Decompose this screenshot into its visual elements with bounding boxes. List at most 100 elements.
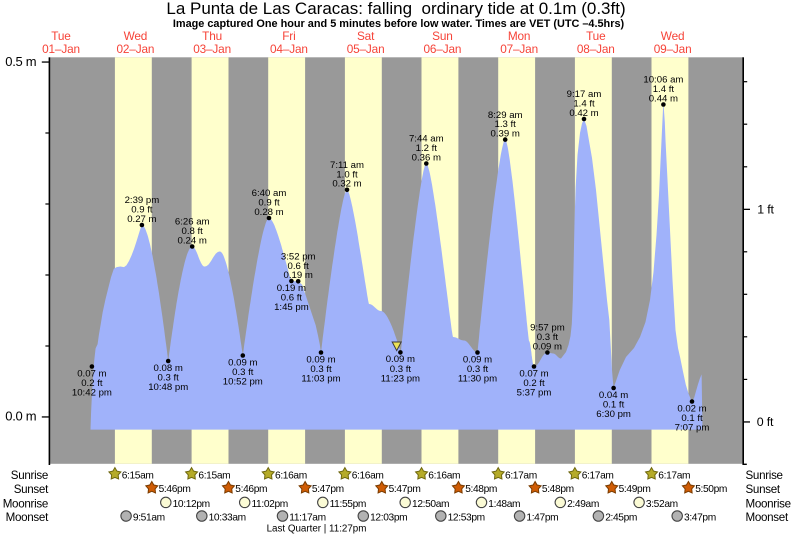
svg-text:La Punta de Las Caracas: falli: La Punta de Las Caracas: falling ordinar… bbox=[166, 0, 625, 18]
svg-text:12:53pm: 12:53pm bbox=[448, 512, 485, 523]
svg-text:0.24 m: 0.24 m bbox=[178, 235, 207, 246]
svg-text:Wed: Wed bbox=[124, 29, 148, 43]
svg-text:Wed: Wed bbox=[661, 29, 685, 43]
svg-text:01–Jan: 01–Jan bbox=[42, 42, 80, 56]
svg-text:6:16am: 6:16am bbox=[275, 470, 307, 481]
svg-text:0.9 ft: 0.9 ft bbox=[131, 205, 153, 216]
svg-text:2:45pm: 2:45pm bbox=[605, 512, 637, 523]
svg-text:2:49am: 2:49am bbox=[567, 499, 599, 510]
svg-text:Moonset: Moonset bbox=[6, 511, 49, 524]
svg-text:1.4 ft: 1.4 ft bbox=[573, 99, 595, 110]
svg-text:10:52 pm: 10:52 pm bbox=[223, 377, 263, 388]
svg-text:0.6 ft: 0.6 ft bbox=[288, 261, 310, 272]
svg-text:5:47pm: 5:47pm bbox=[389, 484, 421, 495]
svg-text:12:03pm: 12:03pm bbox=[370, 512, 407, 523]
svg-text:6:17am: 6:17am bbox=[658, 470, 690, 481]
svg-text:5:48pm: 5:48pm bbox=[465, 484, 497, 495]
svg-text:0.3 ft: 0.3 ft bbox=[537, 332, 559, 343]
svg-text:11:17am: 11:17am bbox=[289, 512, 325, 523]
svg-text:1:47pm: 1:47pm bbox=[526, 512, 558, 523]
svg-text:5:46pm: 5:46pm bbox=[159, 484, 191, 495]
svg-text:0.3 ft: 0.3 ft bbox=[467, 364, 489, 375]
svg-text:3:52am: 3:52am bbox=[646, 499, 678, 510]
svg-text:9:17 am: 9:17 am bbox=[567, 89, 602, 100]
svg-text:Sat: Sat bbox=[357, 29, 375, 43]
svg-text:0.09 m: 0.09 m bbox=[533, 341, 562, 352]
svg-text:6:17am: 6:17am bbox=[505, 470, 537, 481]
svg-text:0.32 m: 0.32 m bbox=[332, 179, 361, 190]
svg-text:3:52 pm: 3:52 pm bbox=[281, 252, 316, 263]
svg-text:5:46pm: 5:46pm bbox=[235, 484, 267, 495]
svg-text:0.6 ft: 0.6 ft bbox=[281, 292, 303, 303]
svg-text:03–Jan: 03–Jan bbox=[193, 42, 231, 56]
svg-text:Tue: Tue bbox=[51, 29, 71, 43]
svg-text:11:02pm: 11:02pm bbox=[252, 499, 288, 510]
svg-text:0.02 m: 0.02 m bbox=[677, 403, 706, 414]
svg-text:0 ft: 0 ft bbox=[757, 415, 774, 429]
svg-text:0.07 m: 0.07 m bbox=[519, 368, 548, 379]
svg-text:5:37 pm: 5:37 pm bbox=[517, 388, 552, 399]
svg-text:04–Jan: 04–Jan bbox=[270, 42, 308, 56]
svg-text:0.5 m: 0.5 m bbox=[5, 54, 36, 69]
svg-text:0.3 ft: 0.3 ft bbox=[158, 372, 180, 383]
svg-text:0.36 m: 0.36 m bbox=[412, 152, 441, 163]
svg-text:08–Jan: 08–Jan bbox=[577, 42, 615, 56]
svg-text:10:48 pm: 10:48 pm bbox=[148, 382, 188, 393]
svg-text:6:26 am: 6:26 am bbox=[175, 217, 210, 228]
svg-text:6:15am: 6:15am bbox=[198, 470, 230, 481]
svg-text:Image captured One hour and 5: Image captured One hour and 5 minutes be… bbox=[173, 18, 625, 30]
svg-text:0.1 ft: 0.1 ft bbox=[681, 413, 703, 424]
svg-text:6:16am: 6:16am bbox=[352, 470, 384, 481]
svg-text:1.3 ft: 1.3 ft bbox=[495, 119, 517, 130]
svg-text:7:07 pm: 7:07 pm bbox=[675, 423, 710, 434]
svg-text:0.08 m: 0.08 m bbox=[154, 363, 183, 374]
svg-text:0.19 m: 0.19 m bbox=[277, 283, 306, 294]
svg-text:0.27 m: 0.27 m bbox=[127, 214, 156, 225]
svg-text:0.3 ft: 0.3 ft bbox=[232, 367, 254, 378]
svg-text:6:15am: 6:15am bbox=[122, 470, 154, 481]
svg-text:0.42 m: 0.42 m bbox=[569, 108, 598, 119]
svg-text:6:30 pm: 6:30 pm bbox=[596, 409, 631, 420]
svg-text:1.0 ft: 1.0 ft bbox=[336, 169, 358, 180]
svg-text:12:50am: 12:50am bbox=[412, 499, 449, 510]
svg-text:0.2 ft: 0.2 ft bbox=[523, 378, 545, 389]
svg-text:09–Jan: 09–Jan bbox=[654, 42, 692, 56]
svg-text:5:49pm: 5:49pm bbox=[619, 484, 651, 495]
svg-text:02–Jan: 02–Jan bbox=[116, 42, 154, 56]
svg-text:1.4 ft: 1.4 ft bbox=[653, 84, 675, 95]
svg-text:11:30 pm: 11:30 pm bbox=[458, 374, 497, 385]
svg-text:Last Quarter | 11:27pm: Last Quarter | 11:27pm bbox=[267, 524, 367, 535]
svg-text:Fri: Fri bbox=[282, 29, 295, 43]
svg-text:7:11 am: 7:11 am bbox=[330, 160, 364, 171]
svg-text:10:33am: 10:33am bbox=[209, 512, 246, 523]
svg-text:6:17am: 6:17am bbox=[582, 470, 614, 481]
svg-text:07–Jan: 07–Jan bbox=[500, 42, 538, 56]
svg-text:0.1 ft: 0.1 ft bbox=[603, 399, 625, 410]
svg-text:Sunset: Sunset bbox=[746, 483, 781, 496]
svg-text:5:47pm: 5:47pm bbox=[312, 484, 344, 495]
svg-text:5:50pm: 5:50pm bbox=[695, 484, 727, 495]
svg-text:0.44 m: 0.44 m bbox=[649, 93, 678, 104]
svg-text:Moonrise: Moonrise bbox=[746, 497, 791, 510]
svg-text:05–Jan: 05–Jan bbox=[347, 42, 385, 56]
svg-text:0.2 ft: 0.2 ft bbox=[81, 378, 103, 389]
svg-text:11:55pm: 11:55pm bbox=[330, 499, 366, 510]
svg-text:0.9 ft: 0.9 ft bbox=[258, 198, 280, 209]
svg-text:Sunrise: Sunrise bbox=[11, 469, 48, 482]
svg-text:0.09 m: 0.09 m bbox=[306, 354, 335, 365]
svg-text:0.09 m: 0.09 m bbox=[228, 357, 257, 368]
svg-text:06–Jan: 06–Jan bbox=[423, 42, 461, 56]
svg-text:0.07 m: 0.07 m bbox=[77, 368, 106, 379]
svg-text:10:06 am: 10:06 am bbox=[643, 75, 683, 86]
svg-text:11:03 pm: 11:03 pm bbox=[301, 374, 340, 385]
svg-text:0.3 ft: 0.3 ft bbox=[390, 364, 412, 375]
svg-text:Tue: Tue bbox=[586, 29, 606, 43]
svg-text:0.3 ft: 0.3 ft bbox=[310, 364, 332, 375]
svg-text:0.0 m: 0.0 m bbox=[5, 409, 36, 424]
svg-text:0.39 m: 0.39 m bbox=[491, 128, 520, 139]
svg-text:6:40 am: 6:40 am bbox=[252, 188, 287, 199]
svg-text:7:44 am: 7:44 am bbox=[409, 134, 444, 145]
svg-text:6:16am: 6:16am bbox=[428, 470, 460, 481]
svg-text:0.04 m: 0.04 m bbox=[599, 390, 628, 401]
svg-text:Mon: Mon bbox=[508, 29, 531, 43]
